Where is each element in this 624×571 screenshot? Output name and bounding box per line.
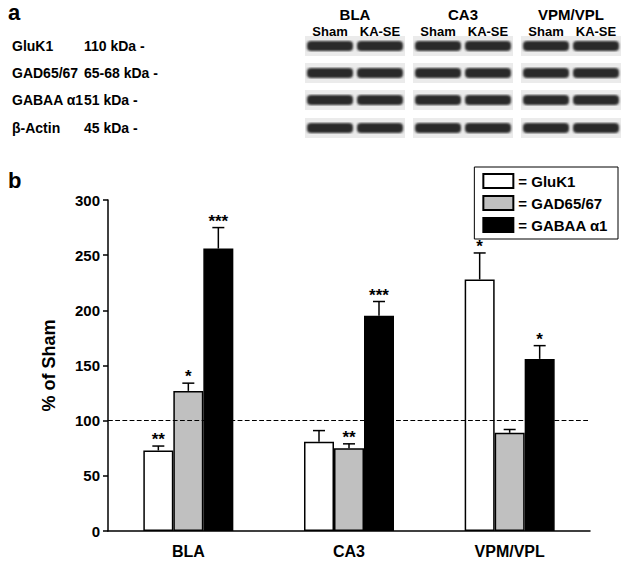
svg-text:KA-SE: KA-SE — [359, 24, 401, 39]
svg-text:% of Sham: % of Sham — [39, 319, 59, 411]
svg-text:BLA: BLA — [172, 543, 205, 560]
svg-text:45 kDa -: 45 kDa - — [84, 120, 138, 136]
svg-text:65-68 kDa -: 65-68 kDa - — [84, 65, 158, 81]
svg-text:KA-SE: KA-SE — [467, 24, 509, 39]
svg-text:*: * — [476, 237, 483, 256]
svg-text:= GABAA α1: = GABAA α1 — [518, 217, 607, 234]
svg-text:250: 250 — [75, 247, 100, 264]
svg-text:VPM/VPL: VPM/VPL — [475, 543, 545, 560]
svg-text:CA3: CA3 — [448, 6, 478, 23]
svg-text:GluK1: GluK1 — [12, 38, 53, 54]
svg-text:50: 50 — [83, 467, 100, 484]
svg-text:**: ** — [152, 430, 166, 449]
svg-text:300: 300 — [75, 192, 100, 209]
svg-text:0: 0 — [92, 523, 100, 540]
svg-text:Sham: Sham — [528, 24, 564, 39]
svg-text:β-Actin: β-Actin — [12, 120, 60, 136]
svg-text:*: * — [185, 367, 192, 386]
svg-text:Sham: Sham — [420, 24, 456, 39]
svg-text:***: *** — [208, 212, 228, 231]
svg-text:BLA: BLA — [340, 6, 371, 23]
svg-text:GABAA α1: GABAA α1 — [12, 92, 83, 108]
svg-text:100: 100 — [75, 412, 100, 429]
svg-text:VPM/VPL: VPM/VPL — [538, 6, 604, 23]
svg-text:Sham: Sham — [312, 24, 348, 39]
svg-text:KA-SE: KA-SE — [575, 24, 617, 39]
svg-text:*: * — [536, 330, 543, 349]
svg-text:CA3: CA3 — [333, 543, 365, 560]
svg-text:GAD65/67: GAD65/67 — [12, 65, 78, 81]
html-text:a: a — [8, 0, 21, 25]
svg-text:200: 200 — [75, 302, 100, 319]
html-text:b: b — [8, 168, 22, 193]
svg-text:**: ** — [342, 428, 356, 447]
svg-text:***: *** — [369, 286, 389, 305]
svg-text:51 kDa -: 51 kDa - — [84, 92, 138, 108]
svg-text:= GluK1: = GluK1 — [518, 173, 575, 190]
svg-text:= GAD65/67: = GAD65/67 — [518, 195, 602, 212]
svg-text:110 kDa -: 110 kDa - — [84, 38, 145, 54]
svg-text:150: 150 — [75, 357, 100, 374]
